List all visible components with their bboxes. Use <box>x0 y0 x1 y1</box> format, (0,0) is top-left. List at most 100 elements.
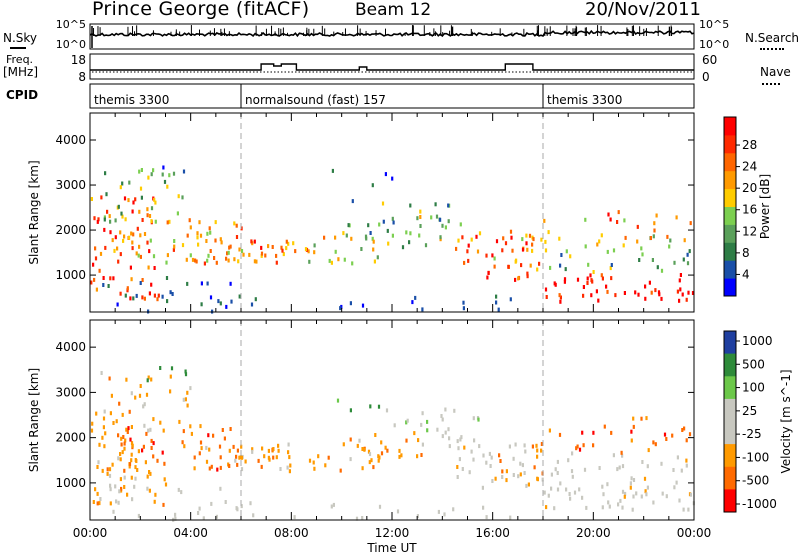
data-cell <box>94 256 98 261</box>
power-colorbar-swatch <box>724 117 736 136</box>
data-cell <box>573 490 577 495</box>
data-cell <box>640 494 643 499</box>
data-cell <box>150 438 153 443</box>
y-tick-label: 2000 <box>55 223 86 237</box>
data-cell <box>686 261 690 266</box>
data-cell <box>103 409 106 414</box>
data-cell <box>687 507 690 512</box>
data-cell <box>663 432 667 437</box>
data-cell <box>504 241 508 246</box>
data-cell <box>324 463 327 468</box>
power-colorbar-tick-label: 8 <box>742 246 750 260</box>
data-cell <box>495 239 499 244</box>
data-cell <box>183 444 186 449</box>
data-cell <box>441 417 444 422</box>
data-cell <box>424 243 428 248</box>
velocity-colorbar-frame <box>723 330 737 513</box>
data-cell <box>97 217 100 222</box>
data-cell <box>172 171 176 176</box>
data-cell <box>98 268 101 273</box>
data-cell <box>635 491 638 496</box>
data-cell <box>681 292 684 297</box>
data-cell <box>131 443 134 448</box>
data-cell <box>236 448 239 453</box>
data-cell <box>350 236 353 241</box>
data-cell <box>434 202 437 207</box>
data-cell <box>406 418 409 423</box>
data-cell <box>233 257 236 262</box>
data-cell <box>447 427 450 432</box>
data-cell <box>380 440 383 445</box>
data-cell <box>689 492 692 497</box>
data-cell <box>368 452 372 457</box>
freq-right-tick-high: 60 <box>702 53 717 67</box>
data-cell <box>174 516 177 521</box>
freq-panel-frame <box>89 53 695 80</box>
nsky-underline <box>10 47 26 49</box>
data-cell <box>507 264 510 269</box>
data-cell <box>203 261 206 266</box>
data-cell <box>550 486 553 491</box>
data-cell <box>683 426 686 431</box>
data-cell <box>458 457 461 462</box>
data-cell <box>616 467 619 472</box>
data-cell <box>398 454 401 459</box>
data-cell <box>180 490 183 495</box>
data-cell <box>105 192 108 197</box>
data-cell <box>654 288 657 293</box>
data-cell <box>135 293 138 298</box>
data-cell <box>150 219 153 224</box>
data-cell <box>330 504 333 509</box>
data-cell <box>535 443 538 448</box>
data-cell <box>307 249 310 254</box>
data-cell <box>181 440 184 445</box>
data-cell <box>430 215 433 220</box>
data-cell <box>470 237 473 242</box>
data-cell <box>556 487 560 492</box>
data-cell <box>589 273 592 278</box>
data-cell <box>150 206 154 211</box>
data-cell <box>153 293 156 298</box>
data-cell <box>482 505 485 510</box>
data-cell <box>235 223 238 228</box>
data-cell <box>521 247 525 252</box>
data-cell <box>147 375 150 380</box>
data-cell <box>419 215 422 219</box>
data-cell <box>689 221 692 226</box>
data-cell <box>109 501 112 506</box>
data-cell <box>114 218 117 223</box>
data-cell <box>559 263 562 268</box>
data-cell <box>498 453 501 458</box>
data-cell <box>470 449 473 454</box>
data-cell <box>165 276 169 280</box>
data-cell <box>106 209 109 214</box>
data-cell <box>632 424 635 429</box>
data-cell <box>405 230 408 235</box>
velocity-colorbar-tick-label: 500 <box>742 357 765 371</box>
data-cell <box>461 235 464 240</box>
data-cell <box>147 175 150 180</box>
data-cell <box>361 516 364 520</box>
data-cell <box>393 423 396 428</box>
data-cell <box>119 185 122 190</box>
data-cell <box>545 505 548 510</box>
velocity-colorbar-tick-label: 25 <box>742 404 757 418</box>
data-cell <box>253 259 256 264</box>
noise-sky-line <box>89 29 695 38</box>
data-cell <box>126 430 129 434</box>
data-cell <box>219 301 222 306</box>
data-cell <box>304 247 308 252</box>
data-cell <box>369 231 372 235</box>
data-cell <box>169 290 172 295</box>
data-cell <box>220 240 223 245</box>
data-cell <box>240 504 243 509</box>
data-cell <box>267 244 270 249</box>
data-cell <box>126 286 129 291</box>
data-cell <box>501 475 504 479</box>
data-cell <box>621 505 624 510</box>
data-cell <box>543 218 546 223</box>
data-cell <box>141 218 144 222</box>
data-cell <box>416 514 419 519</box>
data-cell <box>685 438 688 443</box>
data-cell <box>472 457 475 462</box>
